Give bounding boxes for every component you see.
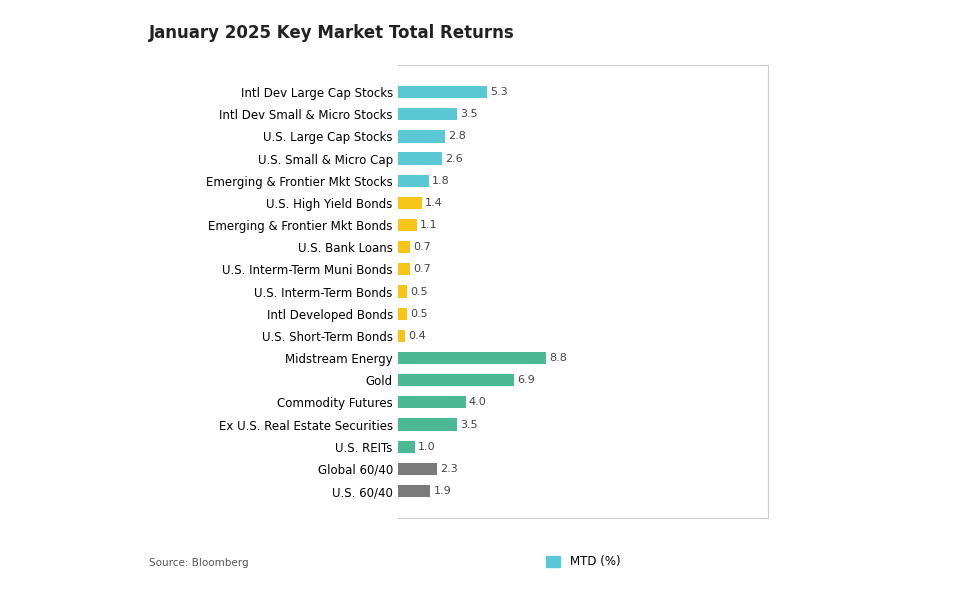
Text: 1.9: 1.9: [433, 486, 451, 496]
Bar: [398, 264, 410, 275]
Text: 0.4: 0.4: [408, 331, 426, 341]
Bar: [398, 241, 410, 253]
Bar: [398, 197, 421, 209]
Text: Source: Bloomberg: Source: Bloomberg: [149, 558, 249, 568]
Bar: [398, 130, 445, 143]
Text: 0.5: 0.5: [410, 309, 427, 319]
Bar: [398, 352, 546, 364]
Text: 1.8: 1.8: [432, 176, 449, 186]
Bar: [398, 418, 457, 431]
Text: 3.5: 3.5: [460, 109, 478, 119]
Text: 0.7: 0.7: [413, 264, 431, 274]
Bar: [398, 374, 515, 386]
Bar: [398, 396, 466, 408]
Bar: [398, 485, 430, 497]
Bar: [398, 152, 442, 165]
Text: 1.0: 1.0: [419, 441, 436, 452]
Text: 6.9: 6.9: [517, 375, 535, 385]
Bar: [398, 308, 407, 320]
Legend: MTD (%): MTD (%): [541, 551, 625, 573]
Text: 1.4: 1.4: [425, 198, 443, 208]
Text: 8.8: 8.8: [549, 353, 567, 363]
Text: 2.3: 2.3: [440, 464, 458, 474]
Bar: [398, 219, 417, 231]
Bar: [398, 330, 405, 342]
Text: 3.5: 3.5: [460, 419, 478, 430]
Text: 5.3: 5.3: [491, 87, 508, 97]
Text: 1.1: 1.1: [420, 220, 438, 230]
Text: 2.6: 2.6: [445, 154, 463, 164]
Text: 0.7: 0.7: [413, 242, 431, 252]
Bar: [398, 86, 488, 98]
Bar: [398, 108, 457, 120]
Bar: [398, 286, 407, 298]
Bar: [398, 440, 415, 453]
Bar: [398, 175, 428, 187]
Text: 0.5: 0.5: [410, 287, 427, 296]
Text: 2.8: 2.8: [448, 131, 467, 142]
Bar: [398, 463, 437, 475]
Text: 4.0: 4.0: [468, 397, 487, 408]
Text: January 2025 Key Market Total Returns: January 2025 Key Market Total Returns: [149, 24, 515, 42]
